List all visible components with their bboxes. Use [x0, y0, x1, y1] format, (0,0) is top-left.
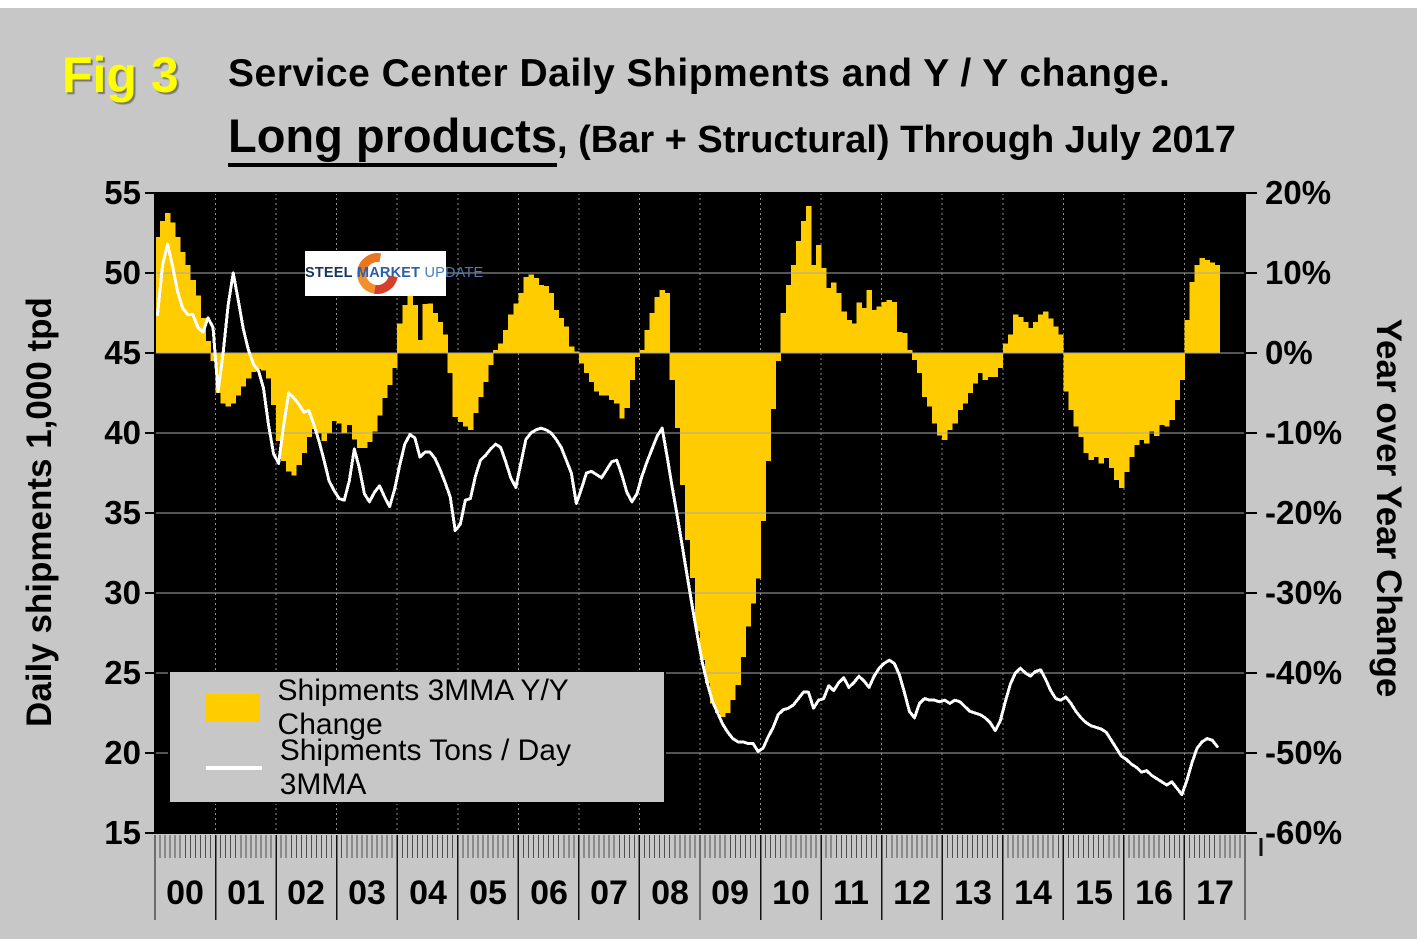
right-axis-tick-label: -50% — [1265, 734, 1343, 771]
logo-word-steel: STEEL — [305, 265, 353, 281]
subtitle-emphasis: Long products — [228, 109, 557, 167]
subtitle-rest: , (Bar + Structural) Through July 2017 — [556, 119, 1236, 161]
x-axis-year-label: 01 — [227, 874, 265, 912]
chart-title: Service Center Daily Shipments and Y / Y… — [228, 52, 1171, 95]
right-axis-tick-label: 0% — [1265, 334, 1313, 371]
x-axis-year-label: 12 — [893, 874, 931, 912]
right-axis-tick-label: -40% — [1265, 654, 1343, 691]
right-axis-tick-label: 20% — [1265, 174, 1332, 211]
logo-word-update: UPDATE — [424, 265, 484, 281]
left-axis-tick-label: 40 — [104, 414, 141, 451]
logo-text: STEEL MARKET UPDATE — [305, 265, 483, 281]
x-axis-year-label: 08 — [651, 874, 689, 912]
right-axis-tick-label: -30% — [1265, 574, 1343, 611]
x-axis-year-label: 17 — [1196, 874, 1234, 912]
x-axis-year-label: 14 — [1014, 874, 1052, 912]
left-axis-tick-label: 50 — [104, 254, 141, 291]
top-strip — [0, 0, 1417, 8]
left-axis-tick-label: 35 — [104, 494, 141, 531]
right-axis-tick-label: 10% — [1265, 254, 1332, 291]
steel-market-update-logo: STEEL MARKET UPDATE — [305, 244, 483, 303]
left-axis-tick-label: 55 — [104, 174, 141, 211]
x-axis-year-label: 03 — [348, 874, 386, 912]
x-axis-year-label: 09 — [711, 874, 749, 912]
x-axis-year-label: 02 — [287, 874, 325, 912]
x-axis-year-label: 13 — [954, 874, 992, 912]
x-axis-year-label: 00 — [166, 874, 204, 912]
x-axis-year-label: 07 — [590, 874, 628, 912]
x-axis-year-label: 11 — [833, 874, 869, 912]
x-axis-year-label: 15 — [1075, 874, 1113, 912]
right-axis-tick-label: -10% — [1265, 414, 1343, 451]
figure-number: Fig 3 — [62, 47, 179, 103]
left-axis-tick-label: 20 — [104, 734, 141, 771]
left-axis-tick-label: 15 — [104, 814, 141, 851]
x-axis-year-label: 06 — [530, 874, 568, 912]
right-axis-tick-label: -20% — [1265, 494, 1343, 531]
left-axis-tick-label: 30 — [104, 574, 141, 611]
x-axis-year-label: 05 — [469, 874, 507, 912]
left-axis-tick-label: 45 — [104, 334, 141, 371]
x-axis-year-label: 04 — [409, 874, 447, 912]
bar-swatch-icon — [206, 694, 260, 722]
x-axis-year-label: 10 — [772, 874, 810, 912]
right-axis-tick-label: -60% — [1265, 814, 1343, 851]
legend-label-line: Shipments Tons / Day 3MMA — [279, 734, 571, 801]
legend-item-bars: Shipments 3MMA Y/Y Change — [206, 674, 664, 741]
logo-word-market: MARKET — [356, 265, 421, 281]
line-swatch-icon — [206, 766, 262, 770]
chart-subtitle: Long products, (Bar + Structural) Throug… — [228, 108, 1236, 167]
legend: Shipments 3MMA Y/Y Change Shipments Tons… — [168, 670, 666, 804]
legend-label-bars: Shipments 3MMA Y/Y Change — [277, 674, 569, 741]
legend-item-line: Shipments Tons / Day 3MMA — [206, 734, 664, 801]
x-axis-year-label: 16 — [1135, 874, 1173, 912]
left-axis-tick-label: 25 — [104, 654, 141, 691]
